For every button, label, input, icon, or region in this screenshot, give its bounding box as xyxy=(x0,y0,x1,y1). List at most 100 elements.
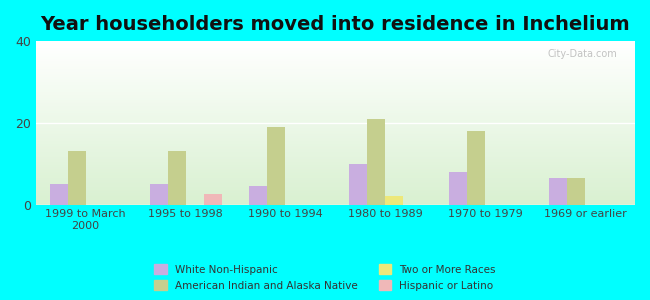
Bar xyxy=(36,80,635,82)
Bar xyxy=(36,49,635,51)
Bar xyxy=(36,46,635,48)
Bar xyxy=(36,59,635,61)
Bar xyxy=(203,194,222,205)
Bar xyxy=(36,74,635,75)
Bar xyxy=(36,56,635,58)
Bar xyxy=(36,58,635,59)
Bar xyxy=(36,64,635,66)
Bar xyxy=(168,152,185,205)
Text: City-Data.com: City-Data.com xyxy=(547,49,617,59)
Bar xyxy=(36,173,635,175)
Bar xyxy=(36,126,635,128)
Bar xyxy=(385,196,403,205)
Bar xyxy=(36,111,635,113)
Bar xyxy=(567,178,585,205)
Bar xyxy=(36,84,635,85)
Bar xyxy=(36,100,635,102)
Bar xyxy=(36,159,635,161)
Bar xyxy=(36,183,635,185)
Bar xyxy=(36,170,635,172)
Bar xyxy=(36,67,635,69)
Bar xyxy=(36,131,635,133)
Bar xyxy=(36,116,635,118)
Legend: White Non-Hispanic, American Indian and Alaska Native, Two or More Races, Hispan: White Non-Hispanic, American Indian and … xyxy=(150,260,500,295)
Bar xyxy=(36,87,635,88)
Bar xyxy=(349,164,367,205)
Bar xyxy=(36,160,635,162)
Bar xyxy=(36,190,635,191)
Bar xyxy=(467,131,485,205)
Bar xyxy=(36,193,635,195)
Bar xyxy=(36,44,635,46)
Bar xyxy=(36,121,635,123)
Bar xyxy=(36,54,635,56)
Bar xyxy=(36,134,635,136)
Bar xyxy=(36,178,635,180)
Bar xyxy=(36,118,635,120)
Bar xyxy=(36,77,635,79)
Bar xyxy=(36,196,635,198)
Bar xyxy=(36,124,635,126)
Bar xyxy=(36,120,635,121)
Bar xyxy=(36,106,635,108)
Bar xyxy=(36,172,635,173)
Bar xyxy=(36,151,635,152)
Bar xyxy=(36,41,635,43)
Bar xyxy=(36,137,635,139)
Bar xyxy=(36,48,635,49)
Bar xyxy=(36,164,635,165)
Bar xyxy=(36,152,635,154)
Bar xyxy=(36,88,635,90)
Bar xyxy=(36,113,635,115)
Bar xyxy=(36,82,635,84)
Bar xyxy=(36,75,635,77)
Bar xyxy=(36,182,635,183)
Bar xyxy=(36,102,635,103)
Bar xyxy=(36,123,635,124)
Bar xyxy=(36,85,635,87)
Bar xyxy=(36,191,635,193)
Bar xyxy=(36,66,635,67)
Bar xyxy=(36,103,635,105)
Bar xyxy=(36,167,635,169)
Bar xyxy=(36,195,635,197)
Bar xyxy=(36,69,635,70)
Bar xyxy=(36,169,635,170)
Bar xyxy=(267,127,285,205)
Bar xyxy=(36,180,635,182)
Bar xyxy=(36,61,635,62)
Bar xyxy=(36,139,635,141)
Bar xyxy=(36,203,635,205)
Bar xyxy=(36,185,635,187)
Bar xyxy=(36,187,635,188)
Title: Year householders moved into residence in Inchelium: Year householders moved into residence i… xyxy=(40,15,630,34)
Bar xyxy=(36,51,635,52)
Bar xyxy=(36,95,635,97)
Bar xyxy=(36,162,635,164)
Bar xyxy=(36,115,635,116)
Bar xyxy=(36,110,635,111)
Bar xyxy=(36,165,635,167)
Bar xyxy=(36,79,635,80)
Bar xyxy=(36,136,635,137)
Bar xyxy=(250,186,267,205)
Bar xyxy=(68,152,86,205)
Bar xyxy=(36,154,635,155)
Bar xyxy=(36,146,635,147)
Bar xyxy=(36,201,635,203)
Bar xyxy=(36,175,635,177)
Bar xyxy=(367,119,385,205)
Bar xyxy=(549,178,567,205)
Bar xyxy=(36,198,635,200)
Bar xyxy=(36,90,635,92)
Bar xyxy=(36,52,635,54)
Bar xyxy=(36,147,635,149)
Bar xyxy=(36,43,635,44)
Bar xyxy=(36,144,635,146)
Bar xyxy=(449,172,467,205)
Bar xyxy=(36,93,635,95)
Bar xyxy=(36,142,635,144)
Bar xyxy=(36,98,635,100)
Bar xyxy=(36,62,635,64)
Bar xyxy=(36,188,635,190)
